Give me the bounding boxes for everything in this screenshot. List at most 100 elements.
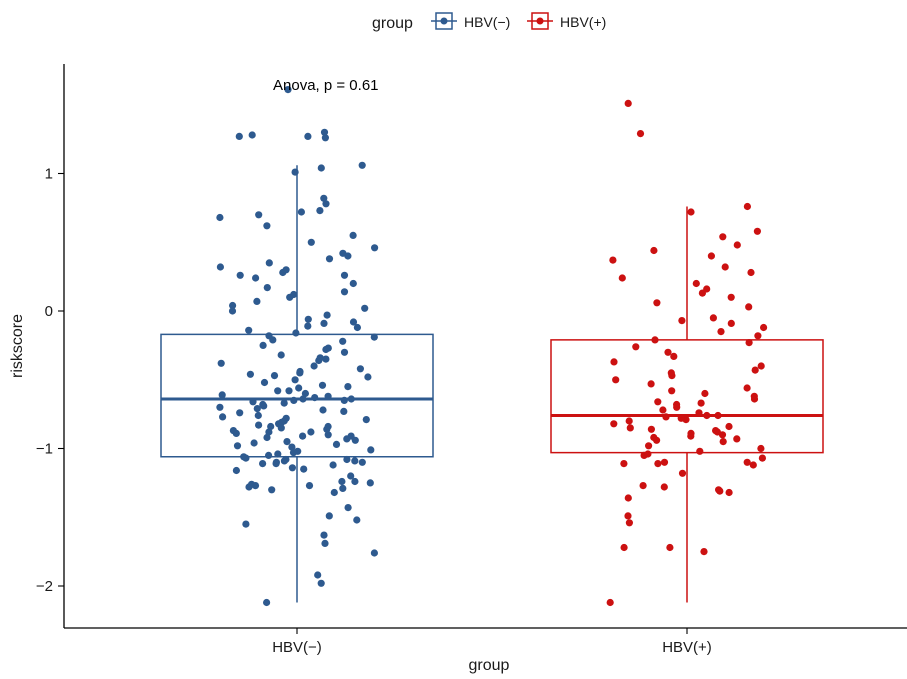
data-point (745, 339, 753, 347)
data-point (639, 482, 647, 490)
data-point (219, 413, 227, 421)
data-point (310, 362, 318, 370)
data-point (324, 392, 332, 400)
data-point (719, 438, 727, 446)
data-point (338, 477, 346, 486)
data-point (660, 458, 669, 466)
data-point (749, 461, 757, 469)
data-point (304, 132, 312, 140)
legend-key-hbv-pos (527, 12, 553, 30)
data-point (320, 128, 329, 136)
data-point (703, 411, 711, 420)
box-hbv-neg (160, 165, 434, 603)
boxes-layer (160, 165, 824, 603)
anova-annotation: Anova, p = 0.61 (273, 77, 379, 94)
data-point (250, 439, 258, 447)
data-point (340, 288, 349, 296)
data-point (318, 381, 327, 389)
data-point (760, 323, 768, 332)
data-point (263, 598, 271, 607)
data-point (277, 351, 285, 359)
data-point (332, 440, 341, 448)
data-point (283, 438, 291, 446)
data-point (678, 317, 686, 325)
data-point (270, 372, 279, 380)
data-point (285, 387, 293, 395)
data-point (687, 429, 695, 437)
data-point (697, 399, 705, 407)
data-point (325, 255, 334, 263)
y-axis-title: riskscore (9, 314, 26, 378)
data-point (290, 290, 298, 299)
data-point (344, 504, 352, 512)
legend-label-hbv-neg: HBV(−) (464, 14, 510, 30)
data-point (265, 428, 273, 436)
data-point (673, 400, 681, 409)
data-point (719, 233, 727, 241)
data-point (314, 571, 322, 579)
data-point (295, 384, 303, 392)
data-point (733, 435, 741, 443)
data-point (252, 274, 260, 282)
data-point (650, 433, 658, 442)
data-point (654, 398, 662, 406)
data-point (339, 337, 347, 345)
legend-title: group (372, 15, 413, 32)
data-point (232, 466, 240, 475)
data-point (340, 396, 348, 404)
data-point (725, 488, 733, 497)
data-point (351, 477, 359, 486)
data-point (255, 421, 263, 429)
x-tick-label: HBV(+) (662, 639, 712, 656)
data-point (610, 420, 618, 428)
data-point (349, 231, 357, 239)
x-tick-label: HBV(−) (272, 639, 322, 656)
data-point (703, 285, 711, 293)
data-point (624, 494, 632, 502)
data-point (715, 486, 723, 494)
data-point (700, 548, 708, 556)
data-point (291, 168, 299, 176)
data-point (644, 450, 652, 458)
data-point (647, 425, 656, 433)
data-point (320, 531, 328, 539)
data-point (319, 406, 327, 414)
data-point (625, 519, 634, 527)
data-point (687, 208, 695, 216)
data-point (304, 315, 312, 323)
data-point (263, 284, 271, 292)
legend-label-hbv-pos: HBV(+) (560, 14, 606, 30)
data-point (290, 396, 298, 404)
data-point (246, 370, 254, 378)
box-iqr (550, 339, 824, 454)
data-point (725, 422, 733, 431)
legend: group HBV(−) HBV(+) (372, 12, 606, 32)
y-tick-label: 1 (45, 166, 53, 183)
data-point (347, 395, 355, 403)
data-point (330, 488, 338, 497)
data-point (677, 414, 685, 422)
data-point (747, 268, 755, 277)
data-point (745, 303, 753, 311)
data-point (727, 293, 735, 301)
data-point (253, 297, 261, 305)
data-point (367, 446, 375, 454)
data-point (606, 598, 614, 607)
data-point (692, 279, 700, 288)
data-point (320, 194, 328, 202)
data-point (753, 227, 762, 235)
data-point (347, 472, 355, 480)
data-point (216, 263, 224, 271)
data-point (297, 208, 305, 216)
data-point (317, 164, 325, 172)
data-point (282, 266, 290, 274)
data-point (268, 486, 276, 494)
data-point (610, 358, 618, 366)
data-point (218, 391, 226, 399)
data-point (316, 207, 324, 215)
data-point (757, 444, 765, 453)
x-axis-title: group (469, 657, 510, 674)
data-point (366, 479, 374, 487)
data-point (339, 249, 347, 257)
y-tick-label: −2 (36, 578, 53, 595)
